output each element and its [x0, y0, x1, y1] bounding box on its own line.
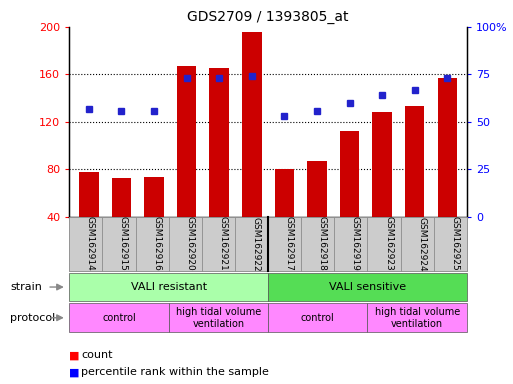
Bar: [438, 78, 457, 217]
Text: high tidal volume
ventilation: high tidal volume ventilation: [374, 307, 460, 329]
Text: protocol: protocol: [10, 313, 55, 323]
Bar: [144, 177, 164, 217]
Bar: [242, 31, 262, 217]
Bar: [307, 161, 327, 217]
Bar: [79, 172, 98, 217]
Text: control: control: [301, 313, 334, 323]
Bar: [372, 113, 392, 217]
Text: GSM162921: GSM162921: [219, 217, 227, 271]
Bar: [405, 106, 424, 217]
Text: high tidal volume
ventilation: high tidal volume ventilation: [176, 307, 261, 329]
Text: GSM162914: GSM162914: [86, 217, 95, 271]
Text: GSM162916: GSM162916: [152, 217, 161, 271]
Text: ■: ■: [69, 350, 80, 360]
Text: VALI resistant: VALI resistant: [131, 282, 207, 292]
Bar: [274, 169, 294, 217]
Text: GSM162924: GSM162924: [417, 217, 426, 271]
Text: GSM162922: GSM162922: [251, 217, 261, 271]
Text: GSM162915: GSM162915: [119, 217, 128, 271]
Bar: [209, 68, 229, 217]
Bar: [340, 131, 359, 217]
Text: VALI sensitive: VALI sensitive: [329, 282, 406, 292]
Bar: [177, 66, 196, 217]
Bar: [112, 178, 131, 217]
Text: GSM162920: GSM162920: [185, 217, 194, 271]
Text: GSM162925: GSM162925: [450, 217, 459, 271]
Title: GDS2709 / 1393805_at: GDS2709 / 1393805_at: [187, 10, 349, 25]
Text: percentile rank within the sample: percentile rank within the sample: [81, 367, 269, 377]
Text: GSM162919: GSM162919: [351, 217, 360, 271]
Text: strain: strain: [10, 282, 42, 292]
Text: GSM162923: GSM162923: [384, 217, 393, 271]
Text: ■: ■: [69, 367, 80, 377]
Text: control: control: [102, 313, 136, 323]
Text: count: count: [81, 350, 112, 360]
Text: GSM162917: GSM162917: [285, 217, 293, 271]
Text: GSM162918: GSM162918: [318, 217, 327, 271]
